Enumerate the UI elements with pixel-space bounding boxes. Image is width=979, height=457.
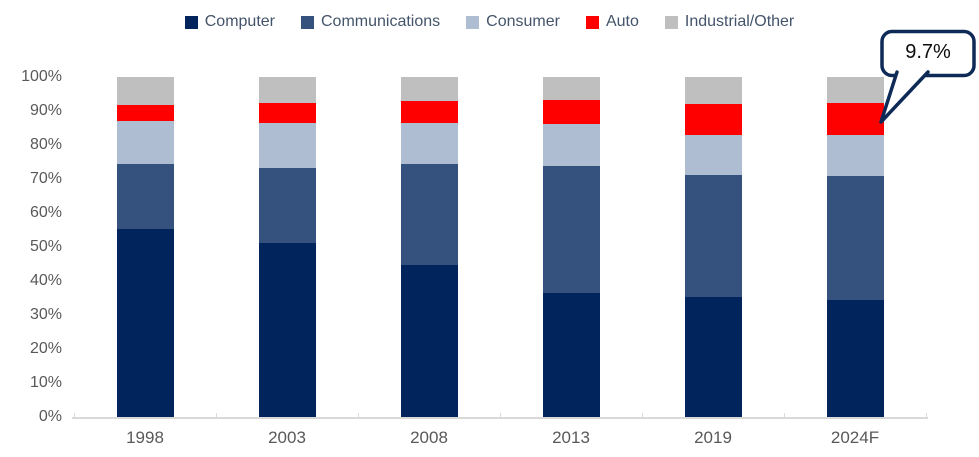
y-tick-label: 20%: [29, 340, 62, 357]
bar-segment-2019-communications: [684, 174, 742, 297]
bar-segment-2008-industrial-other: [400, 77, 458, 102]
bar-segment-2019-consumer: [684, 134, 742, 175]
y-tick-label: 70%: [29, 170, 62, 187]
bar-segment-2024f-consumer: [826, 135, 884, 177]
x-axis-tick: [358, 413, 359, 418]
bar-segment-2013-industrial-other: [542, 77, 600, 101]
x-axis-tick: [784, 413, 785, 418]
bar-segment-2003-auto: [258, 102, 316, 123]
bar-segment-2003-communications: [258, 167, 316, 243]
y-tick-label: 10%: [29, 374, 62, 391]
bar-segment-1998-communications: [116, 163, 174, 229]
bar-segment-2008-auto: [400, 101, 458, 123]
x-axis-tick: [642, 413, 643, 418]
x-axis-tick: [74, 413, 75, 418]
x-axis-line: [72, 417, 928, 419]
legend-swatch-icon: [184, 15, 198, 29]
x-tick-label-2008: 2008: [410, 428, 448, 447]
bar-segment-2024f-computer: [826, 300, 884, 417]
bar-segment-2008-communications: [400, 164, 458, 266]
legend-item-auto: Auto: [585, 13, 639, 31]
legend-item-communications: Communications: [300, 13, 441, 31]
legend-swatch-icon: [585, 15, 599, 29]
bar-segment-2008-computer: [400, 265, 458, 417]
y-tick-label: 30%: [29, 306, 62, 323]
x-tick-label-2024f: 2024F: [830, 428, 880, 447]
bar-segment-2013-communications: [542, 166, 600, 293]
x-tick-label-2003: 2003: [268, 428, 306, 447]
bar-segment-2019-computer: [684, 296, 742, 417]
bar-segment-1998-auto: [116, 105, 174, 122]
x-tick-label-2019: 2019: [694, 428, 732, 447]
x-axis-tick: [500, 413, 501, 418]
bar-segment-2003-computer: [258, 242, 316, 417]
legend-label: Consumer: [486, 13, 560, 30]
bar-segment-1998-industrial-other: [116, 77, 174, 106]
bar-segment-1998-consumer: [116, 121, 174, 164]
bar-segment-2013-auto: [542, 100, 600, 124]
callout-box: [880, 29, 976, 78]
legend-label: Computer: [204, 13, 275, 30]
bar-segment-2024f-auto: [826, 102, 884, 136]
bar-segment-2013-computer: [542, 292, 600, 417]
bar-segment-2003-industrial-other: [258, 77, 316, 103]
callout-tail: [879, 70, 930, 124]
legend-item-consumer: Consumer: [466, 13, 560, 31]
bar-segment-2019-auto: [684, 103, 742, 135]
bar-segment-2008-consumer: [400, 122, 458, 165]
callout-bubble: [879, 29, 976, 124]
x-tick-label-1998: 1998: [126, 428, 164, 447]
x-axis-tick: [216, 413, 217, 418]
legend-swatch-icon: [664, 15, 678, 29]
y-tick-label: 60%: [29, 204, 62, 221]
bar-segment-1998-computer: [116, 228, 174, 417]
legend-item-industrial-other: Industrial/Other: [664, 13, 795, 31]
y-tick-label: 100%: [21, 68, 62, 85]
legend: Computer Communications Consumer Auto Indust…: [0, 13, 979, 31]
plot-area: [74, 77, 926, 417]
bar-segment-2013-consumer: [542, 123, 600, 167]
bar-segment-2019-industrial-other: [684, 77, 742, 104]
legend-item-computer: Computer: [184, 13, 275, 31]
callout-label: 9.7%: [905, 40, 951, 63]
bar-segment-2024f-industrial-other: [826, 77, 884, 103]
bar-segment-2024f-communications: [826, 176, 884, 301]
y-tick-label: 50%: [29, 238, 62, 255]
legend-label: Communications: [320, 13, 441, 30]
x-axis-tick: [926, 413, 927, 418]
y-tick-label: 40%: [29, 272, 62, 289]
y-tick-label: 80%: [29, 136, 62, 153]
y-tick-label: 0%: [38, 408, 62, 425]
legend-label: Industrial/Other: [684, 13, 795, 30]
legend-swatch-icon: [300, 15, 314, 29]
y-tick-label: 90%: [29, 102, 62, 119]
legend-swatch-icon: [466, 15, 480, 29]
x-tick-label-2013: 2013: [552, 428, 590, 447]
bar-segment-2003-consumer: [258, 122, 316, 168]
legend-label: Auto: [605, 13, 639, 30]
